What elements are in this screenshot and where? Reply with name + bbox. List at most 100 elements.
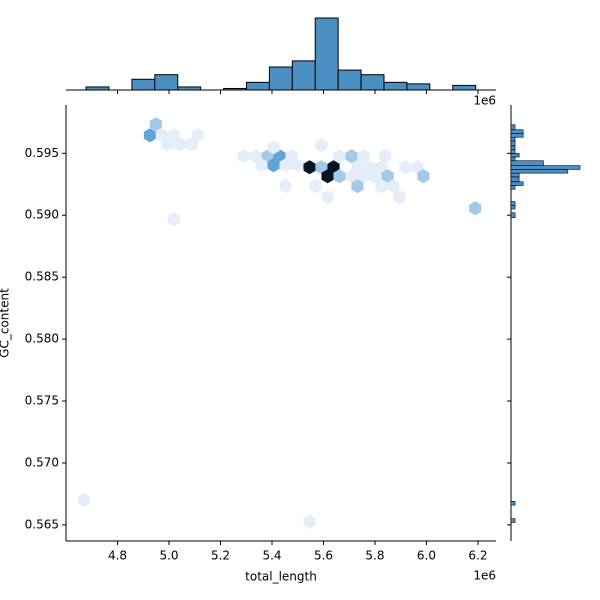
hex-bin (285, 149, 298, 164)
hex-bin (249, 149, 262, 164)
hex-bin (351, 160, 364, 175)
hex-bin (333, 169, 346, 184)
top-hist-bar (177, 86, 202, 91)
top-hist-bar (131, 78, 156, 91)
hex-bin (309, 179, 322, 194)
hex-bin (279, 179, 292, 194)
top-hist-bar (383, 81, 408, 91)
hex-bin (261, 149, 274, 164)
hex-bin (315, 138, 328, 153)
right-hist-bar (510, 133, 524, 138)
hex-bin (143, 128, 156, 143)
right-hist-bar (510, 145, 516, 150)
hex-bin (469, 201, 482, 216)
hex-bin (333, 149, 346, 164)
hex-bin (369, 169, 382, 184)
top-offset-label: 1e6 (473, 94, 496, 108)
x-tick-label: 5.4 (262, 549, 281, 563)
y-tick-label: 0.595 (25, 146, 59, 160)
hex-bin (167, 128, 180, 143)
x-tick-label: 4.8 (108, 549, 127, 563)
top-hist-bar (223, 87, 247, 91)
top-hist-bar (291, 60, 316, 91)
hex-bin (255, 158, 268, 173)
top-hist-bar (360, 74, 385, 91)
hex-bin (417, 169, 430, 184)
hex-bin (327, 160, 340, 175)
top-hist-bar (314, 17, 339, 91)
hex-bin (279, 158, 292, 173)
hex-bin (375, 160, 388, 175)
hex-bin (303, 160, 316, 175)
hex-bin (363, 160, 376, 175)
hex-bin (191, 128, 204, 143)
top-hist-bar (452, 84, 477, 91)
right-hist-bar (510, 156, 516, 162)
right-hist-bar (510, 201, 516, 206)
x-tick-label: 5.8 (365, 549, 384, 563)
right-hist-bar (510, 185, 516, 190)
hex-bin (267, 158, 280, 173)
hex-bin (379, 149, 392, 164)
right-hist-bar (510, 165, 581, 170)
hex-bin (173, 137, 186, 152)
right-hist-bar (510, 160, 544, 166)
right-hist-bar (510, 212, 516, 219)
top-hist-bar (268, 66, 293, 91)
hex-bin (315, 160, 328, 175)
right-hist-bar (510, 501, 516, 506)
hex-bin (387, 179, 400, 194)
right-hist-bar (510, 169, 569, 174)
hex-bin (149, 117, 162, 132)
x-tick-label: 5.2 (211, 549, 230, 563)
hex-bin (237, 149, 250, 164)
hex-bin (273, 149, 286, 164)
right-hist-bar (510, 172, 520, 178)
hex-bin (321, 169, 334, 184)
top-hist-bar (85, 86, 110, 91)
hex-bin (161, 137, 174, 152)
hex-bin (357, 149, 370, 164)
y-axis-label: GC_content (0, 288, 12, 358)
right-hist-bar (510, 518, 516, 523)
x-tick-label: 5.6 (314, 549, 333, 563)
y-tick-label: 0.575 (25, 394, 59, 408)
x-axis-label: total_length (245, 570, 317, 584)
hex-bin (78, 492, 91, 507)
y-tick-label: 0.585 (25, 270, 59, 284)
right-hist-bar (510, 124, 516, 131)
right-hist-bar (510, 136, 516, 142)
y-tick-label: 0.580 (25, 332, 59, 346)
top-hist-bar (154, 74, 179, 91)
x-tick-label: 5.0 (159, 549, 178, 563)
y-tick-label: 0.565 (25, 517, 59, 531)
hex-bin (321, 190, 334, 205)
right-hist-bar (510, 140, 516, 147)
hex-bin (303, 514, 316, 529)
top-hist-bar (337, 69, 362, 91)
hex-bin (411, 160, 424, 175)
top-hist-bar (245, 81, 270, 91)
x-tick-label: 6.2 (468, 549, 487, 563)
hex-bin (267, 140, 280, 155)
x-tick-label: 6.0 (417, 549, 436, 563)
hex-bin (345, 149, 358, 164)
hex-bin (393, 190, 406, 205)
y-tick-label: 0.570 (25, 455, 59, 469)
hex-bin (345, 169, 358, 184)
hex-bin (399, 160, 412, 175)
top-hist-bar (406, 83, 431, 91)
right-hist-bar (510, 149, 516, 154)
x-offset-label: 1e6 (473, 569, 496, 583)
right-hist-bar (510, 181, 524, 186)
hex-bin (291, 158, 304, 173)
hex-bin (381, 169, 394, 184)
hex-bin (357, 169, 370, 184)
y-tick-label: 0.590 (25, 208, 59, 222)
right-hist-bar (510, 205, 516, 210)
hex-bin (155, 128, 168, 143)
right-hist-bar (510, 176, 520, 183)
hex-bin (167, 212, 180, 227)
hex-bin (375, 179, 388, 194)
